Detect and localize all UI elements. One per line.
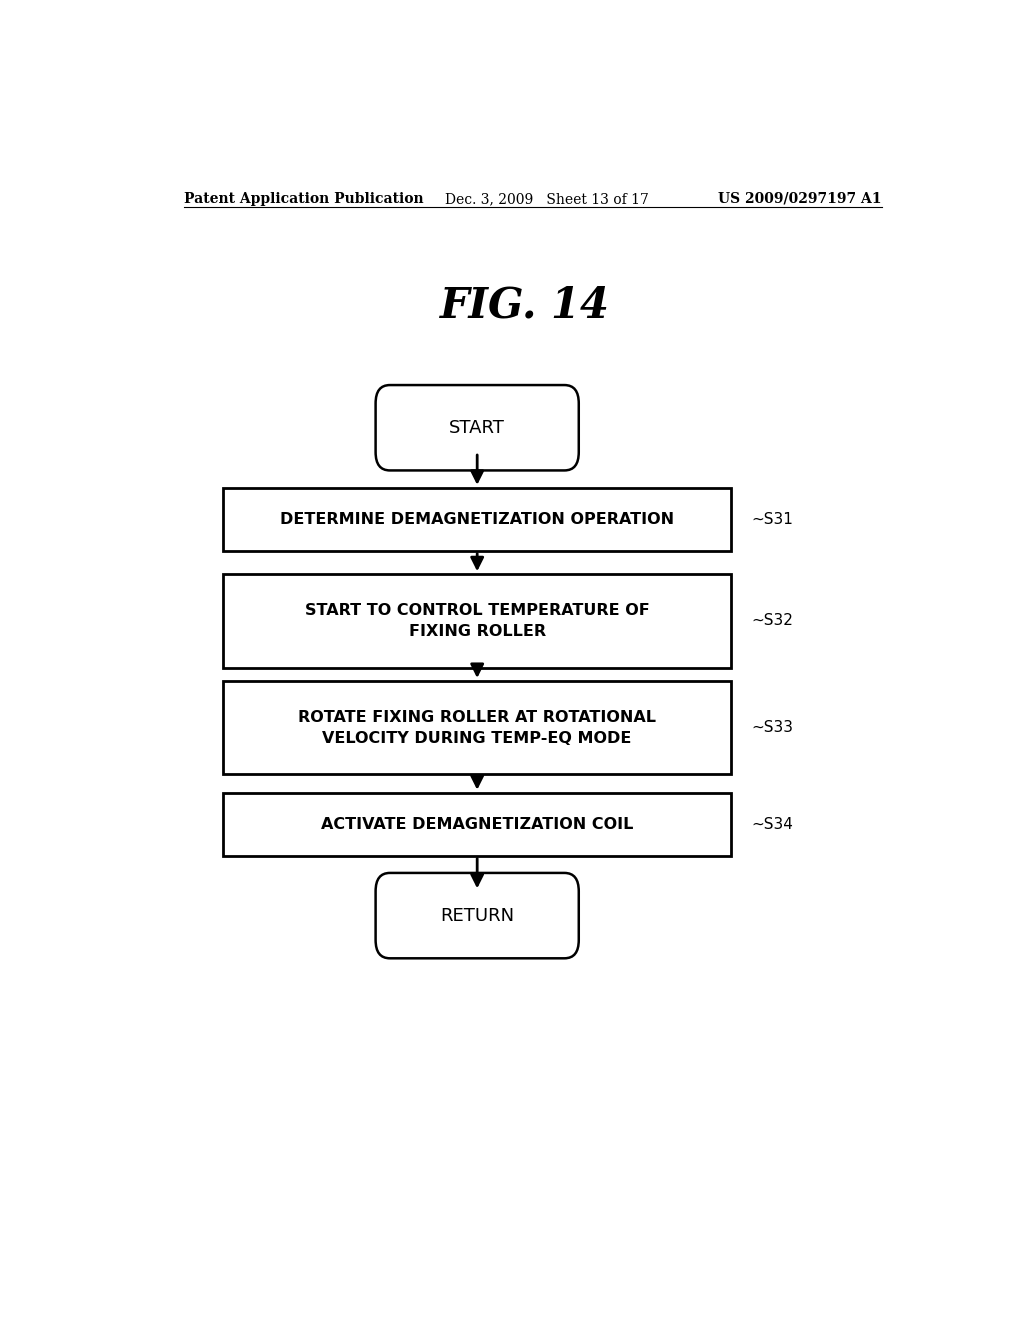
- FancyBboxPatch shape: [376, 873, 579, 958]
- Text: RETURN: RETURN: [440, 907, 514, 924]
- FancyBboxPatch shape: [376, 385, 579, 470]
- Text: DETERMINE DEMAGNETIZATION OPERATION: DETERMINE DEMAGNETIZATION OPERATION: [281, 512, 674, 527]
- Text: ACTIVATE DEMAGNETIZATION COIL: ACTIVATE DEMAGNETIZATION COIL: [321, 817, 634, 832]
- Bar: [223, 487, 731, 550]
- Bar: [223, 792, 731, 855]
- Text: ~S32: ~S32: [751, 614, 793, 628]
- Text: START TO CONTROL TEMPERATURE OF
FIXING ROLLER: START TO CONTROL TEMPERATURE OF FIXING R…: [305, 603, 649, 639]
- Bar: [223, 574, 731, 668]
- Text: ~S33: ~S33: [751, 721, 793, 735]
- Text: ROTATE FIXING ROLLER AT ROTATIONAL
VELOCITY DURING TEMP-EQ MODE: ROTATE FIXING ROLLER AT ROTATIONAL VELOC…: [298, 710, 656, 746]
- Text: Dec. 3, 2009   Sheet 13 of 17: Dec. 3, 2009 Sheet 13 of 17: [445, 191, 649, 206]
- Text: ~S31: ~S31: [751, 512, 793, 527]
- Text: ~S34: ~S34: [751, 817, 793, 832]
- Text: Patent Application Publication: Patent Application Publication: [183, 191, 423, 206]
- Text: US 2009/0297197 A1: US 2009/0297197 A1: [719, 191, 882, 206]
- Bar: [223, 681, 731, 775]
- Text: START: START: [450, 418, 505, 437]
- Text: FIG. 14: FIG. 14: [439, 285, 610, 327]
